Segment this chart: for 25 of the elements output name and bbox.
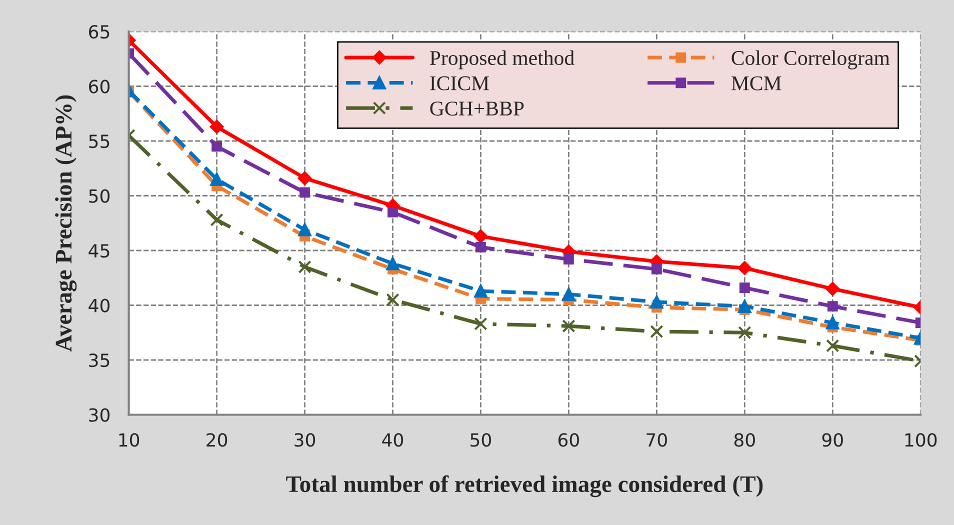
y-tick-label: 50 [89,189,110,203]
x-tick-label: 60 [558,433,579,447]
legend-label: Proposed method [430,50,574,70]
x-tick-label: 90 [822,433,843,447]
y-tick-label: 30 [89,408,110,422]
x-tick-label: 80 [734,433,755,447]
y-tick-label: 35 [89,353,110,368]
x-tick-label: 100 [905,433,937,447]
legend-label: MCM [731,76,782,90]
x-tick-label: 50 [470,433,491,447]
y-tick-label: 45 [88,244,110,258]
y-tick-label: 55 [89,134,110,148]
y-tick-label: 60 [89,80,110,94]
y-tick-label: 65 [89,24,110,39]
x-tick-label: 40 [382,433,404,447]
x-tick-label: 70 [646,433,667,447]
legend-label: ICICM [430,76,489,90]
x-tick-label: 30 [294,433,316,447]
y-tick-label: 40 [88,298,110,312]
y-axis-title: Average Precision (AP%) [55,95,77,352]
x-tick-label: 20 [206,433,228,447]
legend-label: Color Correlogram [732,50,890,70]
x-axis-title: Total number of retrieved image considered (T) [286,475,763,498]
legend-label: GCH+BBP [430,102,524,116]
x-tick-label: 10 [119,433,140,447]
